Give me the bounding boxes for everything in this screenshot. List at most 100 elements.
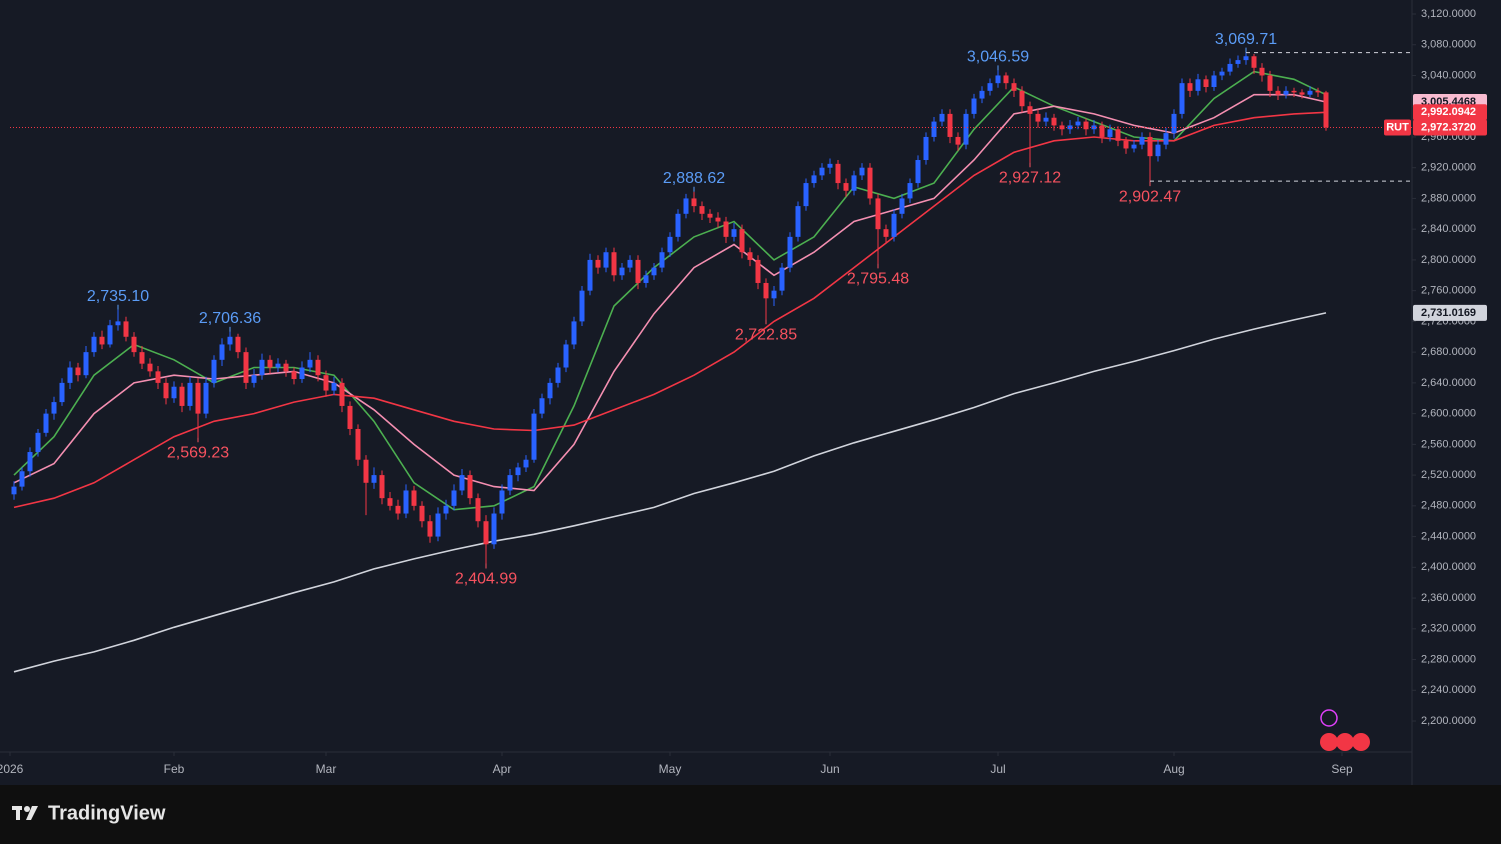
candle-body <box>459 475 465 491</box>
candle-body <box>803 183 809 207</box>
candle-body <box>451 490 457 506</box>
x-tick-label: May <box>659 762 682 776</box>
candle-body <box>827 163 833 168</box>
candle-body <box>227 336 233 345</box>
x-tick-label: Apr <box>493 762 512 776</box>
candle-body <box>99 336 105 345</box>
candle-body <box>883 229 889 237</box>
candle-body <box>1323 92 1329 128</box>
candle-body <box>259 359 265 376</box>
candle-body <box>859 167 865 176</box>
candle-body <box>1123 140 1129 149</box>
candle-body <box>907 183 913 199</box>
candle-body <box>699 206 705 214</box>
candle-body <box>443 505 449 514</box>
annotation-label: 2,404.99 <box>455 571 517 588</box>
y-tick-label: 2,560.0000 <box>1421 438 1476 450</box>
candle-body <box>659 252 665 268</box>
candle-body <box>787 236 793 268</box>
candle-body <box>107 325 113 345</box>
y-tick-label: 2,800.0000 <box>1421 254 1476 266</box>
candle-body <box>291 371 297 380</box>
y-tick-label: 3,040.0000 <box>1421 69 1476 81</box>
candle-body <box>195 382 201 414</box>
candle-body <box>779 267 785 291</box>
candle-body <box>475 498 481 522</box>
y-tick-label: 2,640.0000 <box>1421 377 1476 389</box>
logo <box>12 806 38 820</box>
candle-body <box>467 475 473 499</box>
candle-body <box>739 229 745 253</box>
annotation-label: 2,735.10 <box>87 288 149 305</box>
candle-body <box>915 160 921 184</box>
x-tick-label: Jul <box>990 762 1005 776</box>
y-tick-label: 2,880.0000 <box>1421 192 1476 204</box>
moving-average <box>13 111 1327 509</box>
candle-body <box>1107 129 1113 137</box>
candle-body <box>603 252 609 268</box>
candle-body <box>611 252 617 276</box>
candle-body <box>75 367 81 376</box>
candle-body <box>723 221 729 237</box>
candle-body <box>1027 106 1033 114</box>
candle-body <box>635 259 641 283</box>
candle-body <box>1267 75 1273 91</box>
candle-body <box>243 352 249 383</box>
annotation-label: 2,569.23 <box>167 444 229 461</box>
candle-body <box>387 498 393 506</box>
candle-body <box>83 352 89 376</box>
candle-body <box>1219 71 1225 76</box>
candle-body <box>1051 117 1057 126</box>
candle-body <box>1283 90 1289 95</box>
candle-body <box>235 336 241 353</box>
candle-body <box>1115 129 1121 141</box>
y-tick-label: 2,240.0000 <box>1421 684 1476 696</box>
candle-body <box>187 382 193 406</box>
annotation-label: 2,722.85 <box>735 326 797 343</box>
candle-body <box>587 259 593 291</box>
candle-body <box>483 521 489 545</box>
y-tick-label: 2,400.0000 <box>1421 561 1476 573</box>
price-label-box <box>1413 104 1487 121</box>
candle-body <box>955 136 961 145</box>
candle-body <box>435 513 441 537</box>
candle-body <box>1163 133 1169 145</box>
moving-average <box>13 70 1327 511</box>
candle-body <box>315 359 321 376</box>
candle-body <box>627 259 633 268</box>
candle-body <box>331 382 337 391</box>
candle-body <box>1131 144 1137 149</box>
candle-body <box>755 259 761 283</box>
x-tick-label: Aug <box>1163 762 1184 776</box>
candle-body <box>939 113 945 122</box>
candle-body <box>1227 63 1233 72</box>
candle-body <box>147 363 153 372</box>
candle-body <box>211 359 217 383</box>
y-tick-label: 2,440.0000 <box>1421 530 1476 542</box>
candle-body <box>707 213 713 218</box>
candle-body <box>763 282 769 299</box>
candle-body <box>1203 79 1209 87</box>
candle-body <box>1179 83 1185 114</box>
y-tick-label: 2,840.0000 <box>1421 223 1476 235</box>
moving-average <box>13 93 1327 492</box>
candle-body <box>571 321 577 345</box>
y-tick-label: 2,360.0000 <box>1421 592 1476 604</box>
price-label: 2,992.0942 <box>1421 106 1476 118</box>
candle-body <box>163 382 169 399</box>
candle-body <box>139 352 145 364</box>
candle-body <box>1059 125 1065 130</box>
candle-body <box>1171 113 1177 134</box>
candle-body <box>1259 67 1265 76</box>
candle-body <box>27 452 33 472</box>
candle-body <box>747 252 753 260</box>
candle-body <box>1291 90 1297 93</box>
price-label-box <box>1413 119 1487 136</box>
candle-body <box>1019 90 1025 107</box>
symbol-box <box>1384 119 1411 136</box>
candle-body <box>347 405 353 429</box>
candle-body <box>419 505 425 522</box>
candle-body <box>403 490 409 514</box>
price-label-box <box>1413 304 1487 321</box>
candle-body <box>851 175 857 191</box>
